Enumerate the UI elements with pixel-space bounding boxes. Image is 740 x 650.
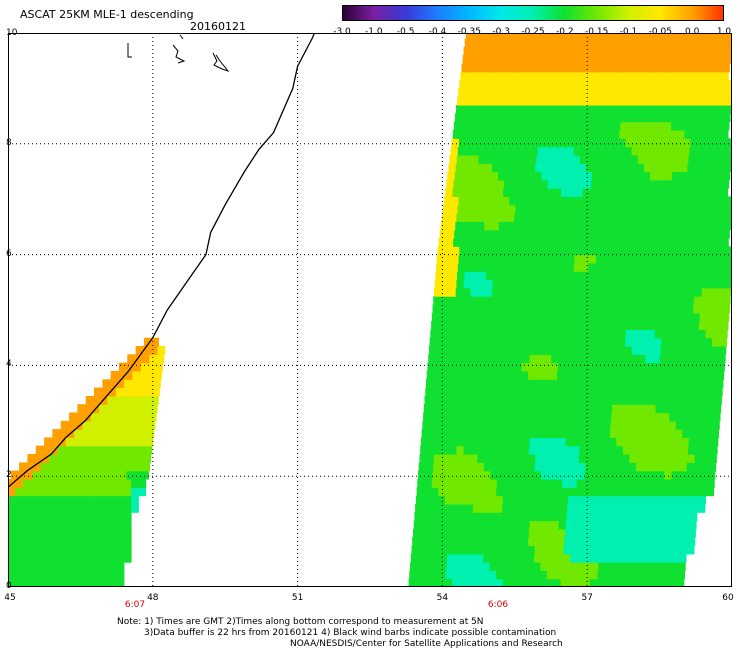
x-axis-label: 60: [722, 593, 734, 603]
colorbar-gradient: [342, 5, 724, 21]
colorbar-label: -0.2: [556, 27, 574, 37]
colorbar-label: -0.35: [457, 27, 481, 37]
y-axis-label: 4: [6, 359, 12, 370]
island-outline: [172, 34, 186, 64]
map-title: ASCAT 25KM MLE-1 descending: [20, 8, 194, 21]
colorbar-label: -0.15: [585, 27, 609, 37]
colorbar-label: -0.3: [492, 27, 510, 37]
colorbar-label: -0.25: [521, 27, 545, 37]
x-axis-label: 45: [4, 593, 16, 603]
coastline: [8, 33, 316, 488]
note-line-2: 3)Data buffer is 22 hrs from 20160121 4)…: [144, 628, 557, 638]
island-outline: [127, 43, 132, 58]
island-outline: [212, 52, 230, 73]
wind-swaths: [8, 33, 732, 587]
x-axis-label: 57: [581, 593, 593, 603]
x-axis-label: 51: [291, 593, 304, 603]
y-axis-label: 2: [6, 470, 12, 481]
pass-time-label: 6:07: [124, 600, 146, 610]
colorbar-label: -3.0: [333, 27, 351, 37]
map-date: 20160121: [190, 20, 246, 33]
colorbar-label: 0.0: [684, 27, 700, 37]
map-frame: [8, 33, 732, 587]
lat-lon-grid: [8, 33, 732, 587]
colorbar-label: -0.1: [619, 27, 638, 37]
y-axis-label: 0: [6, 581, 12, 591]
colorbar-label: -1.0: [365, 27, 383, 37]
y-axis-label: 6: [6, 248, 12, 259]
y-axis-label: 10: [6, 28, 18, 38]
scatterometer-map: [8, 33, 732, 587]
y-axis-label: 8: [6, 137, 12, 148]
x-axis-label: 54: [436, 593, 449, 603]
pass-time-label: 6:06: [487, 600, 509, 610]
colorbar-label: -0.4: [428, 27, 447, 37]
colorbar: [342, 5, 724, 21]
colorbar-label: -0.05: [648, 27, 672, 37]
colorbar-label: 1.0: [716, 27, 732, 37]
x-axis-label: 48: [147, 593, 159, 603]
note-line-3: NOAA/NESDIS/Center for Satellite Applica…: [290, 639, 563, 649]
note-line-1: Note: 1) Times are GMT 2)Times along bot…: [117, 617, 484, 627]
colorbar-label: -0.5: [396, 27, 415, 37]
